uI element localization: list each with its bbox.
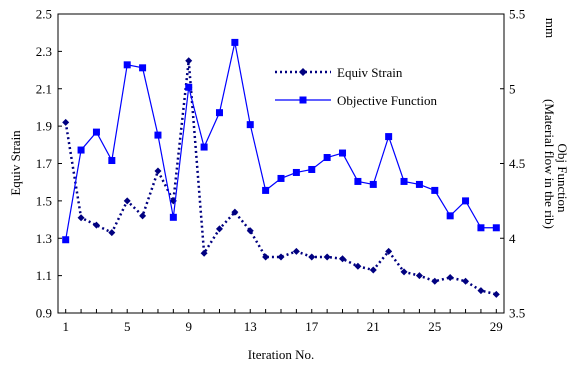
y-right-tick-label: 3.5 <box>509 306 525 321</box>
series-line-equiv-strain <box>64 60 497 296</box>
point-equiv-strain <box>123 197 131 205</box>
y-right-axis-label: Obj Function <box>555 144 569 213</box>
y-left-tick-label: 0.9 <box>36 306 52 321</box>
point-objective-function <box>215 109 223 117</box>
y-right-axis-unit: mm <box>543 18 558 38</box>
x-axis-label: Iteration No. <box>248 347 314 362</box>
y-left-tick-label: 2.5 <box>36 7 52 22</box>
point-equiv-strain <box>231 208 239 216</box>
point-objective-function <box>62 236 70 244</box>
point-objective-function <box>477 224 485 232</box>
x-axis: 1 5 9 13 17 21 25 29 <box>62 309 503 334</box>
series-layer <box>62 38 500 298</box>
point-equiv-strain <box>385 247 393 255</box>
point-objective-function <box>354 177 362 185</box>
y-left-tick-label: 2.1 <box>36 81 52 96</box>
point-equiv-strain <box>339 255 347 263</box>
point-equiv-strain <box>308 253 316 261</box>
point-objective-function <box>431 186 439 194</box>
point-equiv-strain <box>77 214 85 222</box>
point-equiv-strain <box>200 249 208 257</box>
point-equiv-strain <box>215 225 223 233</box>
plot-area <box>57 13 505 314</box>
point-objective-function <box>415 180 423 188</box>
point-objective-function <box>108 157 116 165</box>
y-left-tick-label: 1.5 <box>36 193 52 208</box>
point-objective-function <box>400 177 408 185</box>
point-objective-function <box>77 146 85 154</box>
point-objective-function <box>154 131 162 139</box>
x-tick-label: 9 <box>185 319 192 334</box>
point-objective-function <box>139 64 147 72</box>
legend-marker-equiv-strain <box>299 68 307 76</box>
point-objective-function <box>292 168 300 176</box>
point-equiv-strain <box>462 277 470 285</box>
point-equiv-strain <box>369 266 377 274</box>
y-left-tick-label: 1.3 <box>36 231 52 246</box>
point-objective-function <box>492 224 500 232</box>
legend-label-equiv-strain: Equiv Strain <box>337 65 403 80</box>
y-left-tick-label: 2.3 <box>36 44 52 59</box>
y-right-tick-label: 5 <box>509 81 516 96</box>
y-right-tick-label: 4 <box>509 231 516 246</box>
point-objective-function <box>323 154 331 162</box>
y-left-tick-label: 1.9 <box>36 119 52 134</box>
x-tick-label: 17 <box>305 319 319 334</box>
x-tick-label: 29 <box>490 319 503 334</box>
point-equiv-strain <box>185 57 193 65</box>
point-objective-function <box>339 149 347 157</box>
point-equiv-strain <box>415 272 423 280</box>
y-left-tick-label: 1.7 <box>36 156 53 171</box>
x-tick-label: 1 <box>62 319 69 334</box>
point-objective-function <box>446 212 454 220</box>
x-tick-label: 25 <box>428 319 441 334</box>
y-left-axis: 0.9 1.1 1.3 1.5 1.7 1.9 2.1 2.3 2.5 <box>36 7 62 321</box>
point-equiv-strain <box>323 253 331 261</box>
point-equiv-strain <box>292 247 300 255</box>
point-equiv-strain <box>431 277 439 285</box>
x-tick-label: 21 <box>367 319 380 334</box>
legend-marker-objective-function <box>299 96 307 104</box>
y-right-axis-label-detail: (Material flow in the rib) <box>542 99 557 229</box>
y-right-tick-label: 5.5 <box>509 7 525 22</box>
y-left-axis-label: Equiv Strain <box>8 130 23 196</box>
point-objective-function <box>262 186 270 194</box>
point-objective-function <box>200 143 208 151</box>
point-equiv-strain <box>108 229 116 237</box>
point-objective-function <box>385 133 393 141</box>
point-equiv-strain <box>92 221 100 229</box>
legend-label-objective-function: Objective Function <box>337 93 438 108</box>
legend: Equiv Strain Objective Function <box>275 65 438 108</box>
point-objective-function <box>277 174 285 182</box>
point-objective-function <box>308 165 316 173</box>
point-equiv-strain <box>446 273 454 281</box>
point-equiv-strain <box>246 227 254 235</box>
point-objective-function <box>185 83 193 91</box>
point-equiv-strain <box>400 268 408 276</box>
point-equiv-strain <box>62 118 70 126</box>
x-tick-label: 5 <box>124 319 131 334</box>
point-objective-function <box>231 38 239 46</box>
y-left-tick-label: 1.1 <box>36 268 52 283</box>
point-objective-function <box>462 197 470 205</box>
point-equiv-strain <box>477 287 485 295</box>
point-objective-function <box>123 61 131 69</box>
point-objective-function <box>369 180 377 188</box>
point-equiv-strain <box>492 290 500 298</box>
point-objective-function <box>246 121 254 129</box>
y-right-tick-label: 4.5 <box>509 156 525 171</box>
x-tick-label: 13 <box>244 319 257 334</box>
point-equiv-strain <box>139 212 147 220</box>
point-objective-function <box>169 213 177 221</box>
point-equiv-strain <box>262 253 270 261</box>
point-equiv-strain <box>154 167 162 175</box>
point-equiv-strain <box>277 253 285 261</box>
y-right-axis: 3.5 4 4.5 5 5.5 <box>500 7 525 321</box>
point-equiv-strain <box>354 262 362 270</box>
point-objective-function <box>92 128 100 136</box>
